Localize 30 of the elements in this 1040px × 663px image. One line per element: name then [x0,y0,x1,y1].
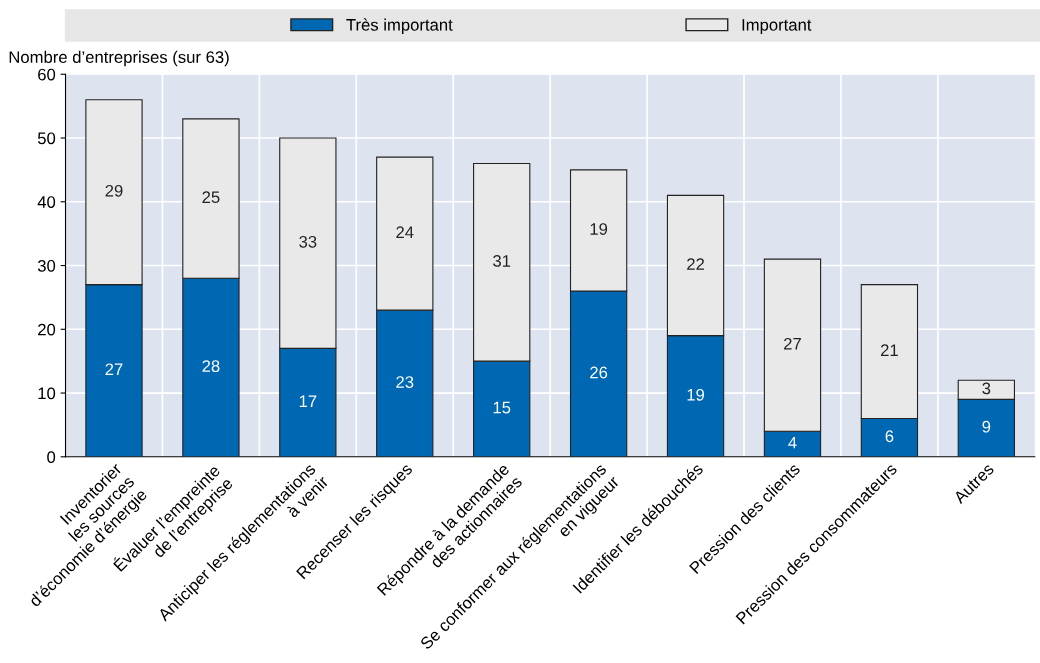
data-label: 6 [885,430,894,443]
y-tick-label: 10 [38,387,56,400]
data-label: 19 [590,223,608,235]
data-label: 4 [788,436,797,449]
data-label: 24 [396,226,414,238]
y-tick-label: 50 [37,132,56,145]
legend-label: Très important [346,18,453,35]
data-label: 31 [493,255,511,267]
y-tick-label: 0 [47,451,56,464]
y-tick-label: 20 [38,323,56,336]
data-label: 23 [396,376,414,388]
data-label: 19 [687,388,705,401]
data-label: 15 [493,401,511,414]
data-label: 25 [202,191,220,204]
data-label: 33 [299,235,317,248]
data-label: 28 [202,360,220,373]
y-tick-label: 40 [37,196,56,208]
data-label: 27 [784,337,801,350]
data-label: 21 [880,344,898,356]
y-tick-label: 60 [38,68,56,81]
data-label: 17 [299,395,317,407]
data-label: 29 [105,184,123,197]
y-tick-label: 30 [37,259,56,272]
data-label: 22 [687,258,704,270]
legend-label: Important [742,19,812,35]
y-axis-title: Nombre d’entreprises (sur 63) [9,50,229,67]
data-label: 27 [105,363,123,376]
data-label: 3 [982,382,991,395]
data-label: 26 [590,366,608,379]
data-label: 9 [982,420,991,433]
